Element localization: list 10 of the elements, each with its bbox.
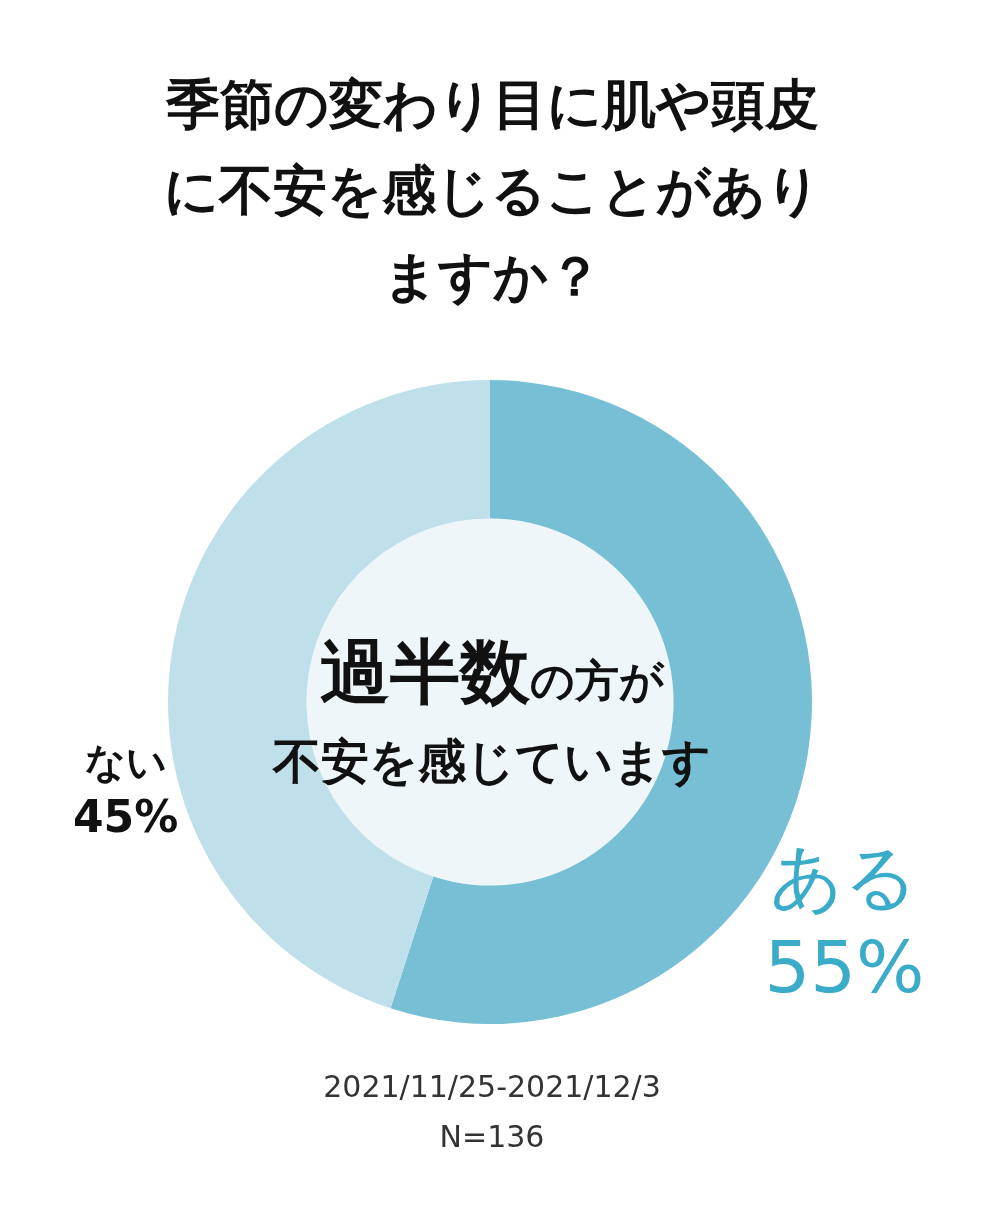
data-label: 45% — [72, 791, 179, 843]
text: 不安を感じています — [273, 733, 711, 789]
slice-label: ない — [84, 739, 167, 786]
text: N=136 — [438, 1118, 546, 1156]
text: の方が — [530, 655, 664, 706]
text: 過半数 — [320, 631, 530, 713]
slice-label: ある — [770, 835, 919, 920]
chart-title: 季節の変わり目に肌や頭皮に不安を感じることがありますか？ — [162, 72, 822, 310]
text: 2021/11/25-2021/12/3 — [322, 1068, 662, 1106]
data-label: 55% — [764, 925, 925, 1010]
